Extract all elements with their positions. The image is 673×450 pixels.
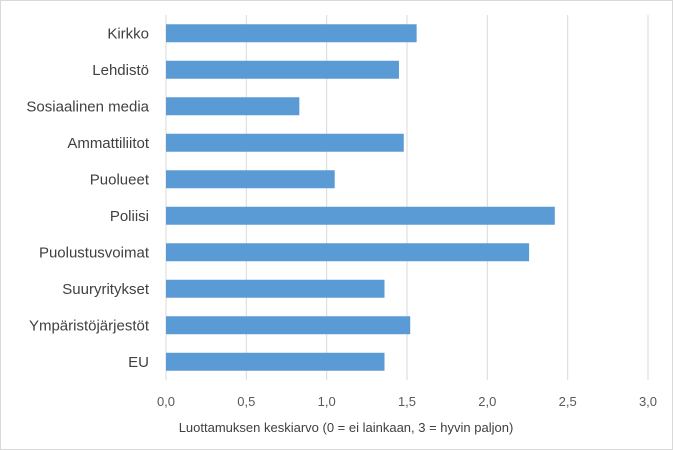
- category-label: Poliisi: [110, 208, 149, 225]
- bar: [166, 60, 399, 79]
- category-label: Suuryritykset: [62, 281, 150, 298]
- bars: [166, 24, 555, 371]
- x-tick-labels: 0,0 0,5 1,0 1,5 2,0 2,5 3,0: [157, 394, 657, 409]
- category-label: Ammattiliitot: [67, 135, 150, 152]
- x-tick-label: 1,5: [398, 394, 416, 409]
- bar: [166, 352, 385, 371]
- x-tick-label: 2,0: [478, 394, 496, 409]
- x-axis-title: Luottamuksen keskiarvo (0 = ei lainkaan,…: [179, 420, 514, 435]
- category-label: Puolueet: [90, 171, 150, 188]
- category-label: Kirkko: [107, 25, 149, 42]
- x-tick-label: 0,5: [237, 394, 255, 409]
- category-label: Sosiaalinen media: [26, 98, 149, 115]
- bar: [166, 316, 411, 335]
- x-tick-label: 1,0: [318, 394, 336, 409]
- bar: [166, 133, 404, 152]
- category-labels: Kirkko Lehdistö Sosiaalinen media Ammattili…: [26, 25, 149, 371]
- category-label: Lehdistö: [92, 62, 149, 79]
- bar: [166, 206, 555, 225]
- bar: [166, 279, 385, 298]
- bar: [166, 170, 335, 189]
- x-tick-label: 0,0: [157, 394, 175, 409]
- category-label: EU: [128, 354, 149, 371]
- category-label: Ympäristöjärjestöt: [29, 317, 150, 334]
- x-tick-label: 2,5: [559, 394, 577, 409]
- bar: [166, 243, 530, 262]
- bar: [166, 24, 417, 43]
- category-label: Puolustusvoimat: [39, 244, 150, 261]
- bar: [166, 97, 300, 116]
- x-tick-label: 3,0: [639, 394, 657, 409]
